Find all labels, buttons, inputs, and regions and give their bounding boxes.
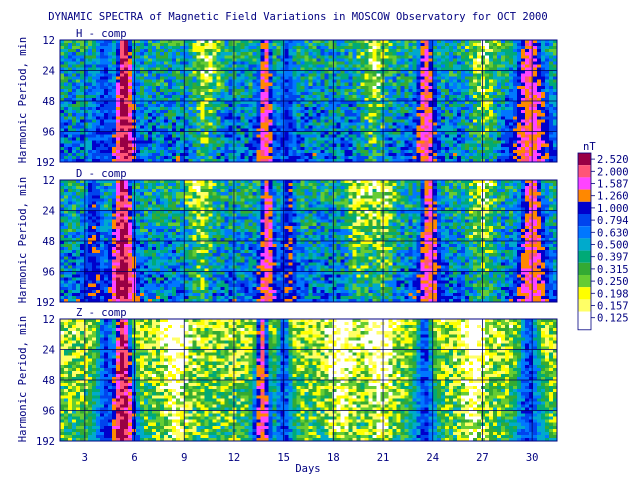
colorbar-label: 1.000 — [597, 203, 629, 215]
colorbar-label: 2.520 — [597, 154, 629, 166]
x-tick-label: 30 — [526, 452, 539, 464]
x-axis-ticks: 3 6 9 12 15 18 21 24 27 30 — [82, 452, 539, 464]
y-tick-label: 96 — [42, 267, 55, 279]
y-axis-label: Harmonic Period, min — [17, 177, 29, 303]
x-tick-label: 12 — [228, 452, 241, 464]
y-tick-label: 192 — [36, 297, 55, 309]
chart-title: DYNAMIC SPECTRA of Magnetic Field Variat… — [48, 11, 547, 23]
colorbar-label: 0.397 — [597, 252, 629, 264]
spectrum-cells — [60, 319, 558, 442]
x-axis-label: Days — [295, 463, 320, 475]
y-tick-label: 96 — [42, 127, 55, 139]
colorbar-swatch — [578, 275, 591, 288]
y-tick-label: 24 — [42, 206, 55, 218]
x-tick-label: 3 — [82, 452, 88, 464]
colorbar-swatch — [578, 262, 591, 275]
colorbar-label: 0.500 — [597, 240, 629, 252]
spectrum-panel: 12 24 48 96 192 H - comp — [36, 28, 558, 169]
x-tick-label: 24 — [426, 452, 439, 464]
y-axis-label: Harmonic Period, min — [17, 316, 29, 442]
colorbar-label: 0.157 — [597, 301, 629, 313]
colorbar-label: 0.125 — [597, 313, 629, 325]
y-tick-label: 12 — [42, 35, 55, 47]
colorbar-swatch — [578, 287, 591, 300]
panel-frame — [59, 179, 558, 303]
x-tick-label: 27 — [476, 452, 489, 464]
colorbar-unit: nT — [583, 141, 596, 153]
panel-frame — [59, 39, 558, 163]
colorbar-label: 1.587 — [597, 179, 629, 191]
panel-frame — [59, 318, 558, 442]
colorbar-frame — [577, 152, 592, 331]
colorbar-swatch — [578, 189, 591, 202]
colorbar-label: 0.794 — [597, 215, 629, 227]
panel-component-label: H - comp — [76, 28, 127, 40]
y-tick-label: 48 — [42, 375, 55, 387]
x-tick-label: 21 — [377, 452, 390, 464]
colorbar-label: 2.000 — [597, 166, 629, 178]
y-axis-label: Harmonic Period, min — [17, 37, 29, 163]
y-tick-label: 24 — [42, 66, 55, 78]
x-tick-label: 6 — [131, 452, 137, 464]
colorbar-swatch — [578, 311, 591, 324]
colorbar-swatch — [578, 226, 591, 239]
y-tick-label: 48 — [42, 236, 55, 248]
x-tick-label: 9 — [181, 452, 187, 464]
y-tick-label: 96 — [42, 406, 55, 418]
panel-component-label: Z - comp — [76, 307, 127, 319]
colorbar-swatch — [578, 165, 591, 178]
colorbar-label: 0.630 — [597, 227, 629, 239]
y-tick-label: 192 — [36, 157, 55, 169]
spectrum-panel: 12 24 48 96 192 Z - comp — [36, 307, 558, 448]
y-tick-label: 48 — [42, 96, 55, 108]
colorbar-swatch — [578, 153, 591, 166]
colorbar-swatch — [578, 214, 591, 227]
colorbar-label: 0.250 — [597, 276, 629, 288]
colorbar-swatch — [578, 177, 591, 190]
colorbar-swatch — [578, 238, 591, 251]
x-tick-label: 18 — [327, 452, 340, 464]
x-tick-label: 15 — [277, 452, 290, 464]
panel-component-label: D - comp — [76, 168, 127, 180]
colorbar-swatch — [578, 250, 591, 263]
y-tick-label: 12 — [42, 314, 55, 326]
y-tick-label: 12 — [42, 175, 55, 187]
spectrum-panel: 12 24 48 96 192 D - comp — [36, 168, 558, 309]
colorbar-swatch — [578, 201, 591, 214]
y-tick-label: 192 — [36, 436, 55, 448]
colorbar: nT 2.5202.0001.5871.2601.0000.7940.6300.… — [577, 141, 629, 331]
colorbar-label: 0.315 — [597, 264, 629, 276]
spectrum-cells — [60, 180, 558, 303]
y-tick-label: 24 — [42, 345, 55, 357]
colorbar-label: 1.260 — [597, 191, 629, 203]
colorbar-swatch — [578, 299, 591, 312]
colorbar-label: 0.198 — [597, 288, 629, 300]
